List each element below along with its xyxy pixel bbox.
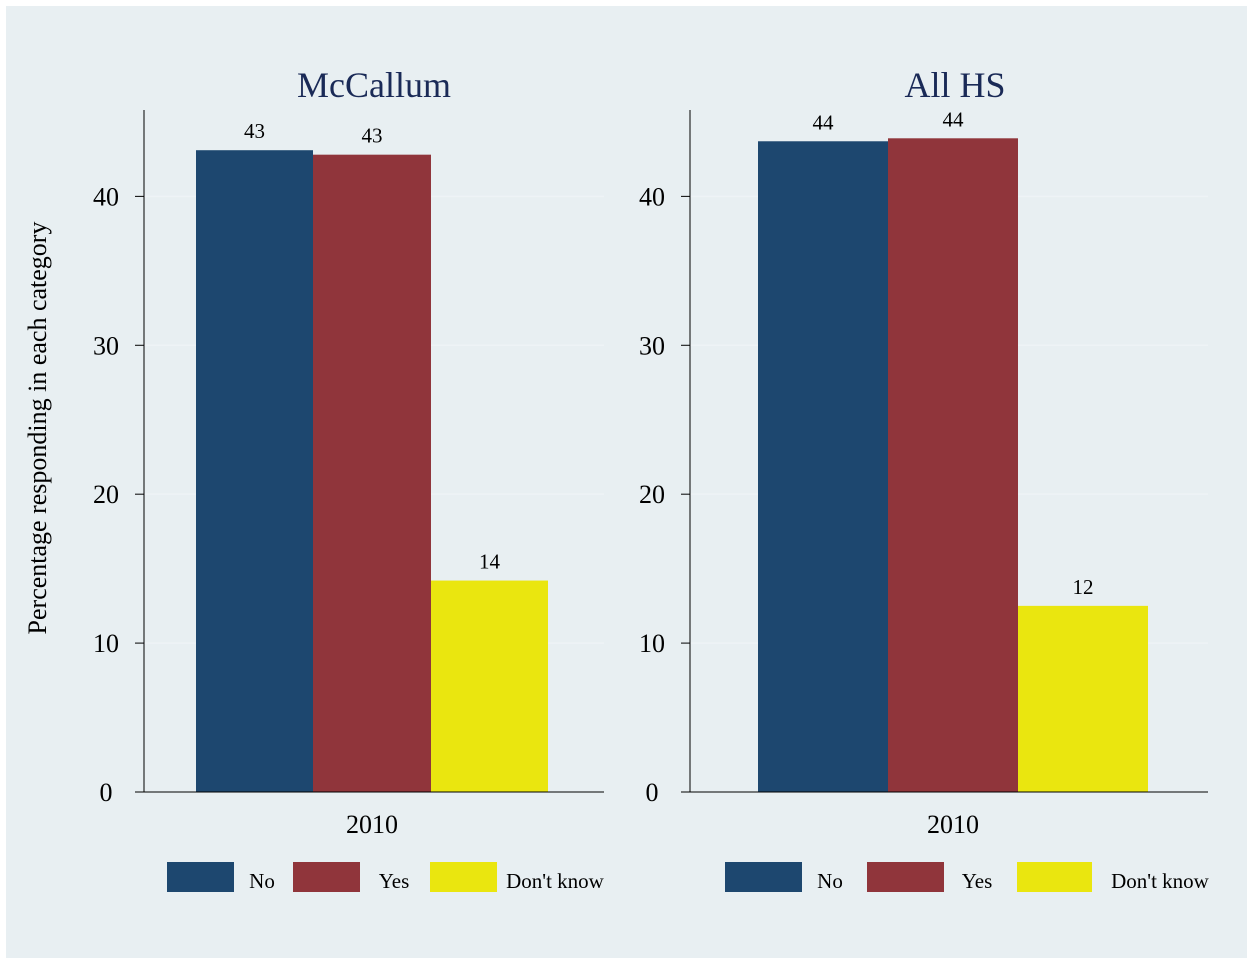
legend-label: Don't know [1111, 869, 1210, 893]
legend-label: Yes [962, 869, 993, 893]
x-tick-label: 2010 [346, 810, 398, 839]
data-label: 14 [479, 550, 501, 574]
panel-title: McCallum [297, 65, 451, 105]
bar-yes [313, 154, 431, 792]
legend-swatch [725, 862, 802, 892]
legend-swatch [293, 862, 360, 892]
legend-swatch [867, 862, 944, 892]
y-tick-label: 0 [646, 778, 659, 807]
bar-no [758, 141, 888, 792]
y-tick-label: 10 [93, 629, 119, 658]
legend-label: Don't know [506, 869, 605, 893]
data-label: 43 [362, 124, 383, 148]
legend-label: Yes [379, 869, 410, 893]
y-tick-label: 40 [639, 182, 665, 211]
legend-swatch [430, 862, 497, 892]
y-tick-label: 30 [93, 331, 119, 360]
legend-label: No [817, 869, 843, 893]
legend-label: No [249, 869, 275, 893]
y-tick-label: 0 [100, 778, 113, 807]
bar-yes [888, 138, 1018, 792]
data-label: 44 [943, 107, 965, 131]
y-tick-label: 10 [639, 629, 665, 658]
data-label: 44 [813, 110, 835, 134]
bar-no [196, 150, 313, 792]
bar-don-t-know [431, 580, 548, 792]
x-tick-label: 2010 [927, 810, 979, 839]
data-label: 43 [244, 119, 265, 143]
y-tick-label: 20 [93, 480, 119, 509]
bar-don-t-know [1018, 605, 1148, 792]
panel-title: All HS [904, 65, 1005, 105]
y-tick-label: 30 [639, 331, 665, 360]
legend-swatch [167, 862, 234, 892]
y-tick-label: 20 [639, 480, 665, 509]
y-axis-label: Percentage responding in each category [23, 222, 52, 635]
legend-swatch [1017, 862, 1092, 892]
y-tick-label: 40 [93, 182, 119, 211]
data-label: 12 [1073, 575, 1094, 599]
